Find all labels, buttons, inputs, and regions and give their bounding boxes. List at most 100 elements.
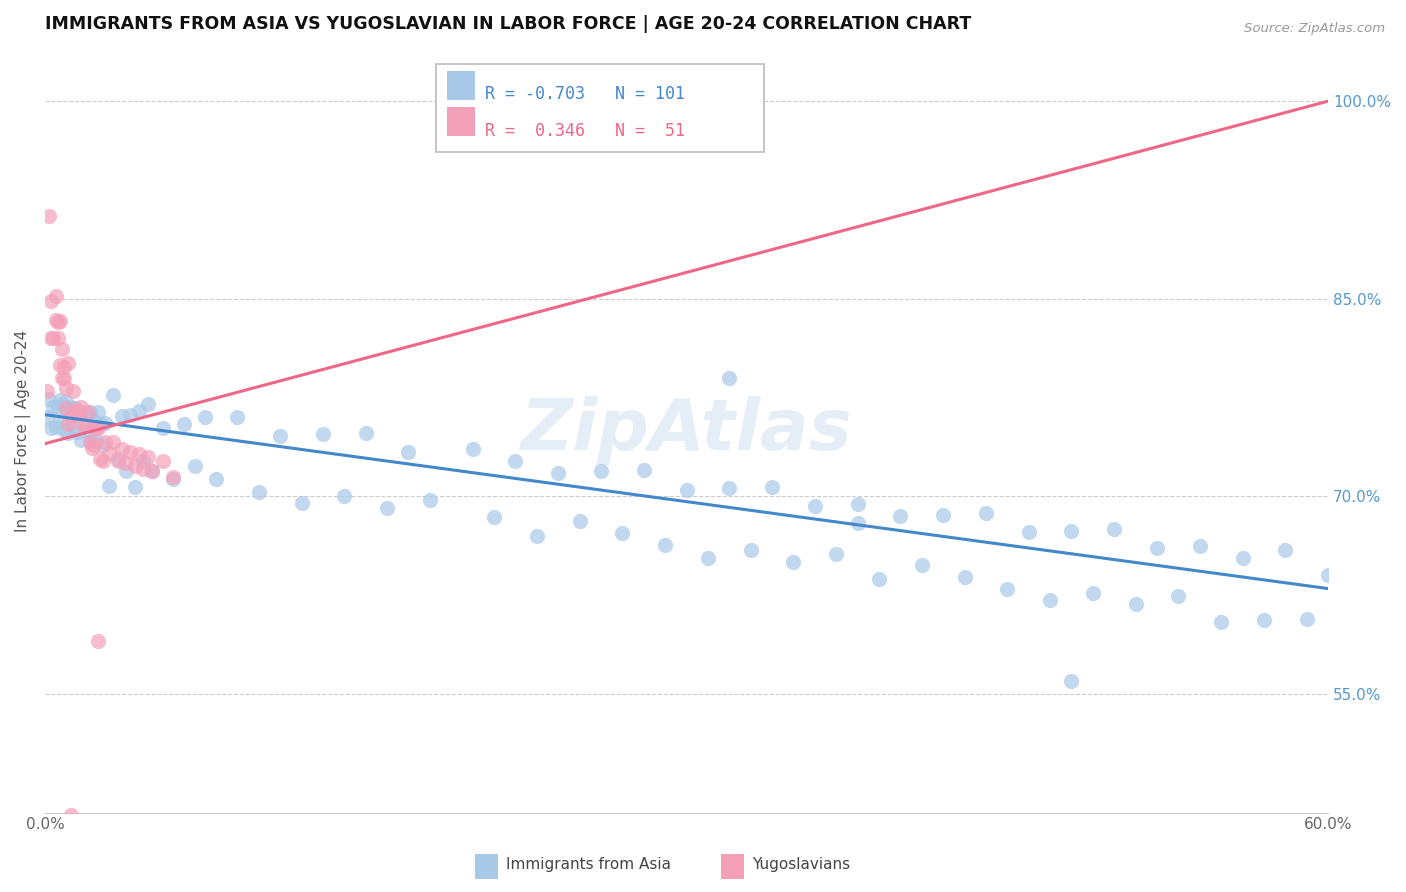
Point [51, 397, 73, 411]
Point [46, 400, 69, 414]
Point [39, 294, 62, 309]
Point [333, 489, 356, 503]
Point [375, 501, 398, 516]
Point [782, 555, 804, 569]
Point [696, 551, 718, 566]
Point [1317, 568, 1340, 582]
Point [67, 403, 90, 417]
Point [111, 409, 134, 423]
Point [72, 406, 94, 420]
Point [1104, 522, 1126, 536]
Point [547, 466, 569, 480]
Point [718, 482, 741, 496]
Point [612, 526, 634, 541]
Point [568, 515, 591, 529]
Point [1060, 673, 1083, 688]
Point [141, 464, 163, 478]
Point [718, 371, 741, 385]
Point [42, 331, 65, 345]
Point [58, 417, 80, 431]
Point [633, 463, 655, 477]
Point [128, 447, 150, 461]
Point [72, 418, 94, 433]
Bar [447, 107, 475, 136]
Text: Immigrants from Asia: Immigrants from Asia [506, 857, 671, 872]
Point [152, 454, 174, 468]
Point [1167, 590, 1189, 604]
Point [49, 358, 72, 372]
Point [51, 371, 73, 385]
Point [183, 458, 205, 473]
Point [1081, 585, 1104, 599]
Point [173, 417, 195, 431]
Point [59, 808, 82, 822]
Point [35, 384, 58, 398]
Point [354, 426, 377, 441]
Point [53, 360, 76, 375]
Point [45, 419, 67, 434]
Point [84, 434, 107, 448]
Point [124, 480, 146, 494]
Point [87, 421, 110, 435]
Point [49, 393, 72, 408]
Point [846, 516, 869, 530]
Point [39, 421, 62, 435]
Point [1274, 543, 1296, 558]
Point [79, 435, 101, 450]
Point [70, 433, 93, 447]
Point [63, 401, 86, 416]
Text: Source: ZipAtlas.com: Source: ZipAtlas.com [1244, 22, 1385, 36]
Point [83, 438, 105, 452]
Point [115, 457, 138, 471]
Point [1039, 593, 1062, 607]
Point [132, 454, 155, 468]
Point [889, 509, 911, 524]
Point [107, 452, 129, 467]
Point [162, 472, 184, 486]
Point [53, 371, 76, 385]
Point [75, 406, 97, 420]
Point [825, 547, 848, 561]
Point [91, 438, 114, 452]
Point [115, 464, 138, 478]
Point [98, 446, 121, 460]
Point [911, 558, 934, 572]
Point [66, 425, 89, 439]
Point [526, 529, 548, 543]
Point [55, 401, 77, 416]
Point [247, 485, 270, 500]
Point [932, 508, 955, 522]
Text: ZipAtlas: ZipAtlas [520, 396, 852, 465]
Point [55, 401, 77, 416]
Point [846, 497, 869, 511]
Point [51, 342, 73, 356]
Point [1125, 598, 1147, 612]
Point [162, 469, 184, 483]
Point [128, 403, 150, 417]
Point [89, 417, 111, 431]
Point [1295, 612, 1317, 626]
Point [38, 209, 60, 223]
Point [654, 538, 676, 552]
Point [953, 570, 976, 584]
Point [1211, 615, 1233, 629]
Point [1060, 524, 1083, 538]
Point [38, 392, 60, 406]
Point [80, 441, 103, 455]
Point [58, 356, 80, 370]
Point [59, 410, 82, 425]
Point [94, 416, 117, 430]
Point [1232, 551, 1254, 566]
Point [804, 499, 827, 513]
Point [482, 510, 505, 524]
Point [62, 419, 84, 434]
Point [55, 394, 77, 409]
Point [974, 507, 997, 521]
Point [59, 400, 82, 414]
Point [75, 417, 97, 431]
Point [120, 408, 142, 422]
Point [63, 403, 86, 417]
Point [49, 314, 72, 328]
Point [1018, 524, 1040, 539]
Point [461, 442, 484, 456]
